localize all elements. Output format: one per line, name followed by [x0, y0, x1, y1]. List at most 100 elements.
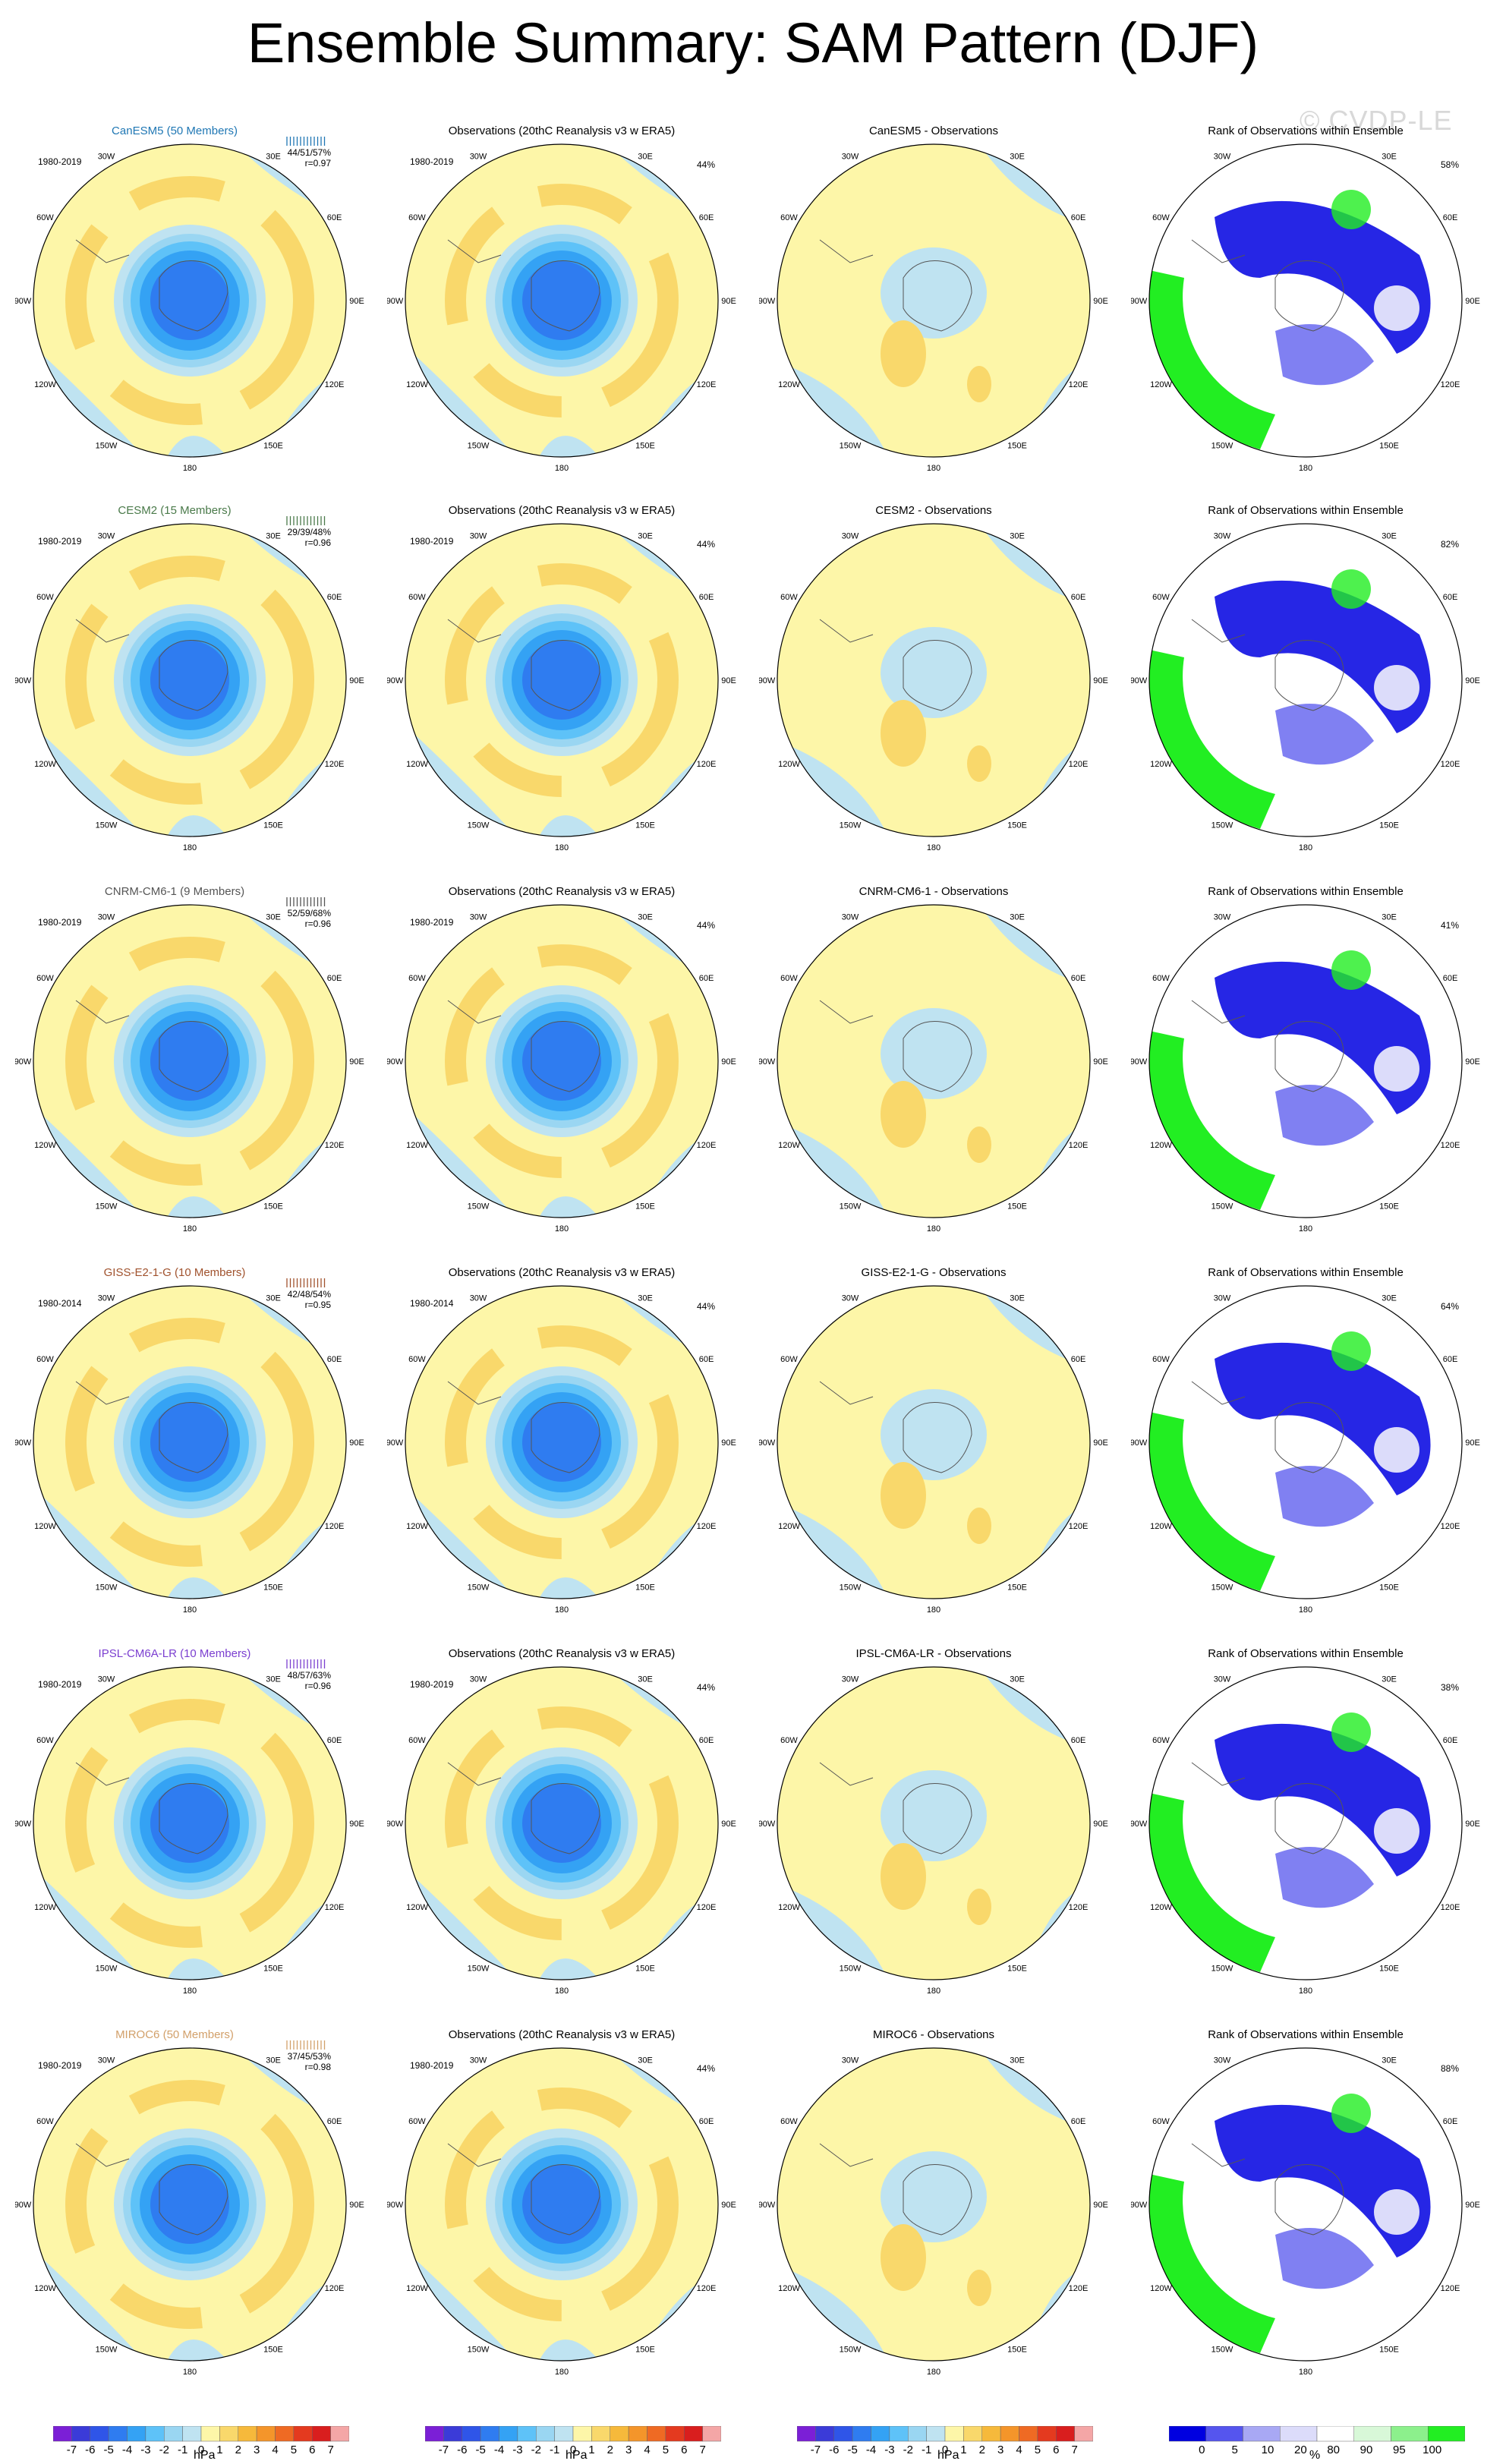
page-title: Ensemble Summary: SAM Pattern (DJF) [247, 11, 1259, 74]
colorbar-swatch [462, 2426, 481, 2442]
map-field [1149, 524, 1462, 837]
colorbar-swatch [591, 2426, 610, 2442]
model-title: IPSL-CM6A-LR (10 Members) [98, 1647, 251, 1660]
map-field [33, 2048, 346, 2361]
polar-map: 030E60E90E120E150E180150W120W90W60W30W [15, 1666, 364, 1996]
colorbar-tick: 0 [570, 2444, 576, 2456]
longitude-label: 180 [183, 1605, 197, 1615]
colorbar-swatch [312, 2426, 331, 2442]
map-field [33, 905, 346, 1218]
pattern-stats: 48/57/63% r=0.96 [288, 1670, 331, 1691]
period-label: 1980-2019 [410, 2060, 454, 2071]
longitude-label: 150W [840, 442, 862, 451]
colorbar-unit: hPa [937, 2449, 959, 2462]
colorbar-tick: -3 [884, 2444, 894, 2456]
colorbar-swatch [443, 2426, 462, 2442]
longitude-label: 90E [1465, 1820, 1480, 1829]
longitude-label: 90W [1131, 297, 1148, 306]
colorbar-tick: -6 [85, 2444, 95, 2456]
panel-rank: Rank of Observations within Ensemble64%0… [1131, 1263, 1480, 1639]
panel-rank: Rank of Observations within Ensemble38%0… [1131, 1644, 1480, 2020]
polar-map: 030E60E90E120E150E180150W120W90W60W30W [15, 904, 364, 1234]
longitude-label: 120W [34, 1141, 56, 1150]
obs-variance-pct: 44% [696, 539, 715, 550]
period-label: 1980-2019 [410, 156, 454, 167]
longitude-label: 30E [266, 2056, 281, 2065]
longitude-label: 60W [780, 213, 798, 222]
longitude-label: 30E [1382, 1293, 1397, 1303]
longitude-label: 30W [470, 1293, 487, 1303]
period-label: 1980-2014 [410, 1298, 454, 1309]
longitude-label: 120W [778, 2284, 800, 2293]
longitude-label: 60E [1443, 1736, 1458, 1745]
colorbar-tick: 7 [699, 2444, 705, 2456]
longitude-label: 120W [34, 1522, 56, 1531]
longitude-label: 90E [349, 2201, 364, 2210]
colorbar-swatch [852, 2426, 871, 2442]
longitude-label: 150W [1211, 821, 1233, 830]
longitude-label: 180 [927, 464, 940, 473]
longitude-label: 120W [778, 760, 800, 769]
pattern-correlation: r=0.96 [304, 1681, 331, 1691]
colorbar-tick: 1 [588, 2444, 594, 2456]
longitude-label: 60E [1443, 2117, 1458, 2126]
longitude-label: 90E [1093, 2201, 1108, 2210]
longitude-label: 60W [780, 1355, 798, 1364]
colorbar-swatch [871, 2426, 890, 2442]
longitude-label: 30W [98, 912, 115, 922]
longitude-label: 180 [1299, 843, 1312, 852]
longitude-label: 60E [1071, 974, 1086, 983]
longitude-label: 180 [1299, 1224, 1312, 1234]
longitude-label: 60E [1071, 2117, 1086, 2126]
longitude-label: 30W [842, 1675, 859, 1684]
longitude-label: 60E [1443, 593, 1458, 602]
colorbar-swatch [164, 2426, 183, 2442]
longitude-label: 120W [406, 2284, 428, 2293]
longitude-label: 120E [1441, 760, 1460, 769]
longitude-label: 60E [1443, 213, 1458, 222]
longitude-label: 30E [266, 1675, 281, 1684]
longitude-label: 30E [1010, 2056, 1025, 2065]
longitude-label: 180 [183, 1224, 197, 1234]
colorbar-swatch [238, 2426, 257, 2442]
longitude-label: 150E [1379, 1965, 1399, 1974]
longitude-label: 150W [96, 821, 118, 830]
longitude-label: 90W [759, 1820, 776, 1829]
longitude-label: 90W [387, 676, 404, 685]
longitude-label: 60W [36, 593, 54, 602]
obs-variance-pct: 44% [696, 2063, 715, 2074]
colorbar-swatch [1280, 2426, 1318, 2442]
map-field [1149, 144, 1462, 457]
longitude-label: 120W [34, 1903, 56, 1912]
longitude-label: 60E [699, 593, 714, 602]
longitude-label: 60E [327, 974, 342, 983]
longitude-label: 30W [842, 531, 859, 540]
colorbar-swatch [554, 2426, 574, 2442]
longitude-label: 180 [183, 2368, 197, 2377]
model-title: GISS-E2-1-G (10 Members) [103, 1266, 246, 1279]
longitude-label: 30W [98, 152, 115, 161]
longitude-label: 120W [778, 1522, 800, 1531]
longitude-label: 90W [15, 676, 32, 685]
map-field [777, 1286, 1090, 1599]
longitude-label: 150W [840, 1965, 862, 1974]
colorbar-swatch [1316, 2426, 1354, 2442]
longitude-label: 120E [1069, 1522, 1089, 1531]
longitude-label: 60W [1152, 974, 1170, 983]
longitude-label: 90E [349, 676, 364, 685]
longitude-label: 90E [349, 1438, 364, 1448]
colorbar-tick: 80 [1327, 2444, 1340, 2456]
colorbar-swatch [108, 2426, 128, 2442]
longitude-label: 30E [1382, 912, 1397, 922]
longitude-label: 90E [1093, 1057, 1108, 1067]
explained-variance: 42/48/54% [287, 1289, 331, 1300]
panel-diff: GISS-E2-1-G - Observations030E60E90E120E… [759, 1263, 1108, 1639]
longitude-label: 30E [266, 1293, 281, 1303]
colorbar-swatch [963, 2426, 982, 2442]
longitude-label: 90W [759, 297, 776, 306]
colorbar-swatch [1037, 2426, 1057, 2442]
colorbar-swatch [1056, 2426, 1075, 2442]
longitude-label: 90E [1093, 1438, 1108, 1448]
longitude-label: 180 [183, 464, 197, 473]
period-label: 1980-2014 [38, 1298, 82, 1309]
